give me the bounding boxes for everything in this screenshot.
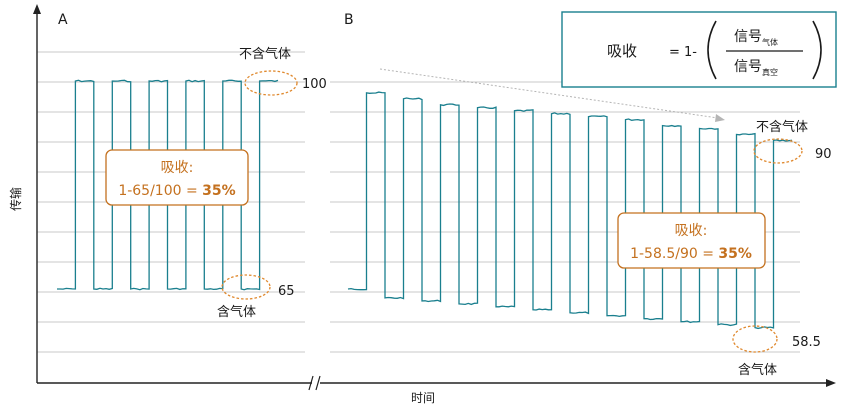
x-axis-label: 时间 (411, 391, 435, 405)
absorb-formula-b-text: 1-58.5/90 = (630, 246, 718, 262)
absorb-formula-a: 1-65/100 = 35% (118, 183, 235, 199)
formula-denominator-text: 信号 (734, 59, 762, 75)
value-65: 65 (278, 284, 295, 299)
panel-label-b: B (344, 12, 354, 28)
absorb-title-b: 吸收: (675, 223, 708, 239)
formula-denominator: 信号真空 (734, 59, 778, 77)
axis-break-mark (308, 375, 321, 391)
trend-arrow-line (379, 68, 719, 119)
circle-gas-b (732, 325, 778, 353)
formula-box: 吸收 = 1- 信号气体 信号真空 (561, 11, 837, 88)
value-90: 90 (815, 147, 832, 162)
absorb-formula-b: 1-58.5/90 = 35% (630, 246, 752, 262)
formula-numerator-sub: 气体 (762, 37, 778, 47)
formula-left-paren (707, 20, 717, 80)
formula-denominator-sub: 真空 (762, 67, 778, 77)
panel-label-a: A (58, 12, 68, 28)
trend-arrow-head (715, 114, 725, 122)
formula-border (561, 11, 837, 88)
label-no-gas-b: 不含气体 (756, 119, 808, 135)
absorb-formula-a-text: 1-65/100 = (118, 183, 202, 199)
absorb-result-b: 35% (718, 246, 752, 262)
y-axis-arrow (33, 4, 41, 14)
value-100: 100 (302, 77, 327, 92)
circle-no-gas-b (753, 138, 803, 164)
formula-equals: = 1- (669, 45, 697, 60)
grid-lines (37, 51, 800, 353)
x-axis-arrow (826, 379, 836, 387)
y-axis-label: 传输 (8, 187, 23, 211)
label-gas-a: 含气体 (217, 304, 256, 320)
formula-label: 吸收 (607, 42, 637, 60)
formula-right-paren (812, 20, 822, 80)
label-gas-b: 含气体 (738, 362, 777, 378)
circle-no-gas-a (244, 70, 298, 96)
panel-a-annotations: 不含气体 100 65 含气体 吸收: 1-65/100 = 35% (105, 46, 327, 320)
label-no-gas-a: 不含气体 (239, 46, 291, 62)
absorb-box-a (105, 149, 249, 206)
signal-trace-b (347, 91, 793, 330)
formula-numerator-text: 信号 (734, 29, 762, 45)
absorb-box-b (617, 212, 766, 269)
panel-b-annotations: 不含气体 90 58.5 含气体 吸收: 1-58.5/90 = 35% (379, 68, 832, 378)
value-58-5: 58.5 (792, 335, 821, 350)
absorb-result-a: 35% (202, 183, 236, 199)
formula-numerator: 信号气体 (734, 29, 778, 47)
circle-gas-a (221, 274, 271, 300)
absorb-title-a: 吸收: (161, 160, 194, 176)
axes (33, 4, 836, 391)
